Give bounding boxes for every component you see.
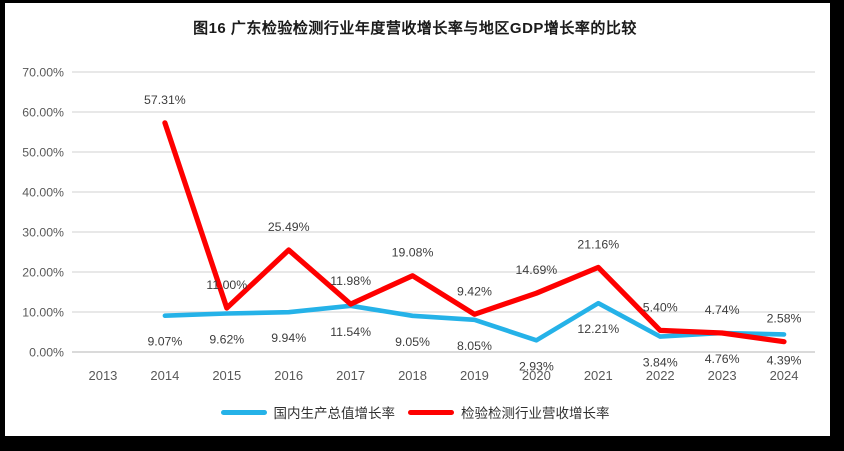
y-tick-label: 20.00% — [22, 265, 64, 279]
y-tick-label: 50.00% — [22, 145, 64, 159]
data-label: 4.39% — [767, 353, 802, 367]
legend-label-gdp: 国内生产总值增长率 — [273, 406, 396, 421]
data-label: 11.00% — [206, 278, 247, 292]
data-label: 14.69% — [516, 263, 558, 277]
data-label: 9.05% — [395, 335, 430, 349]
y-tick-label: 70.00% — [22, 65, 64, 79]
page-border-right — [830, 0, 844, 451]
x-tick-label: 2022 — [646, 368, 675, 383]
data-label: 9.42% — [457, 284, 492, 298]
chart-title: 图16 广东检验检测行业年度营收增长率与地区GDP增长率的比较 — [193, 20, 637, 37]
x-tick-label: 2019 — [460, 368, 489, 383]
x-tick-label: 2014 — [150, 368, 179, 383]
data-label: 2.58% — [767, 312, 802, 326]
x-tick-label: 2017 — [336, 368, 365, 383]
data-label: 2.93% — [519, 359, 554, 373]
data-label: 4.74% — [705, 303, 740, 317]
y-tick-label: 60.00% — [22, 105, 64, 119]
page-border-top — [0, 0, 844, 3]
data-label: 11.54% — [330, 325, 371, 339]
data-label: 25.49% — [268, 220, 310, 234]
data-label: 11.98% — [330, 274, 371, 288]
data-label: 9.94% — [271, 331, 306, 345]
data-label: 8.05% — [457, 339, 492, 353]
y-tick-label: 10.00% — [22, 305, 64, 319]
legend-item-industry-revenue: 检验检测行业营收增长率 — [408, 402, 610, 422]
legend-swatch-gdp-line — [220, 409, 267, 415]
legend-swatch-industry-line — [408, 409, 454, 415]
x-tick-label: 2024 — [770, 368, 799, 383]
page-border-bottom — [0, 436, 844, 451]
x-tick-label: 2016 — [274, 368, 303, 383]
data-label: 21.16% — [577, 237, 619, 251]
x-tick-label: 2013 — [88, 368, 117, 383]
x-tick-label: 2021 — [584, 368, 613, 383]
legend-item-gdp-growth: 国内生产总值增长率 — [220, 402, 396, 422]
x-tick-label: 2023 — [708, 368, 737, 383]
legend-label-industry: 检验检测行业营收增长率 — [461, 406, 610, 421]
data-label: 19.08% — [392, 246, 434, 260]
y-tick-label: 30.00% — [22, 225, 64, 239]
y-tick-label: 0.00% — [29, 345, 64, 359]
data-label: 12.21% — [577, 322, 619, 336]
data-label: 9.62% — [209, 333, 244, 347]
series-line-industry — [162, 120, 787, 345]
chart-legend: 国内生产总值增长率 检验检测行业营收增长率 — [0, 401, 830, 423]
data-label: 9.07% — [147, 335, 182, 349]
x-tick-label: 2018 — [398, 368, 427, 383]
data-label: 57.31% — [144, 93, 186, 107]
data-label: 4.76% — [705, 352, 740, 366]
series-line-gdp — [162, 300, 787, 343]
x-tick-label: 2015 — [212, 368, 241, 383]
data-label: 5.40% — [643, 300, 678, 314]
page-border-left — [0, 0, 5, 451]
data-label: 3.84% — [643, 356, 678, 370]
x-tick-label: 2020 — [522, 368, 551, 383]
y-tick-label: 40.00% — [22, 185, 64, 199]
